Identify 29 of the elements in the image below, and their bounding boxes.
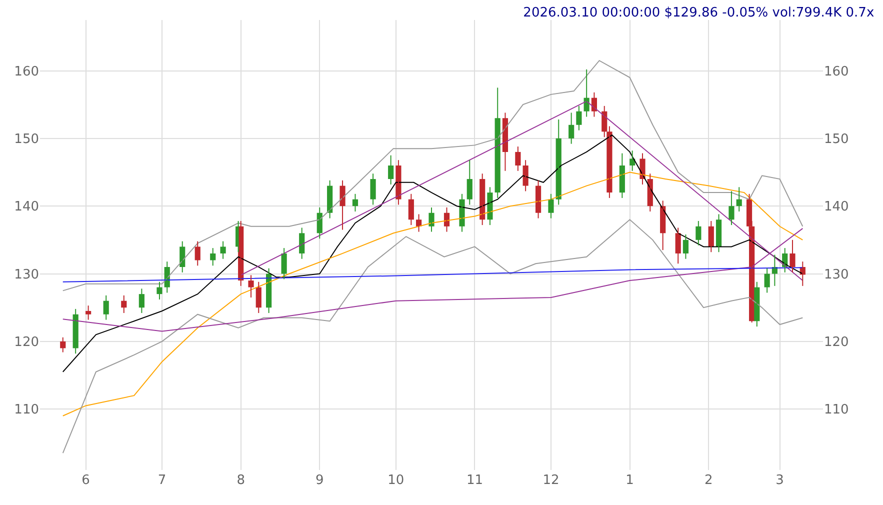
y-tick-label: 110: [14, 402, 39, 418]
y2-tick-label: 130: [824, 267, 849, 282]
line-series: [62, 219, 804, 454]
x-tick-label: 1: [626, 473, 634, 488]
x-tick-label: 9: [316, 473, 324, 488]
line-series: [62, 172, 804, 416]
y2-tick-label: 140: [824, 200, 849, 215]
x-tick-label: 3: [776, 473, 784, 488]
x-tick-label: 11: [466, 473, 483, 488]
candlestick: [220, 240, 226, 260]
x-tick-label: 12: [542, 473, 560, 488]
y2-tick-label: 150: [824, 132, 849, 147]
candlestick: [248, 274, 254, 298]
x-tick-label: 10: [388, 473, 404, 488]
y-tick-label: 120: [14, 334, 39, 350]
x-tick-label: 7: [158, 473, 166, 488]
x-tick-label: 6: [82, 473, 90, 488]
line-series: [62, 60, 804, 292]
y-tick-label: 160: [14, 64, 39, 80]
y-tick-label: 140: [14, 200, 39, 215]
x-tick-label: 8: [236, 473, 245, 488]
y-tick-label: 130: [14, 267, 39, 282]
chart-title: 2026.03.10 00:00:00 $129.86 -0.05% vol:799.4K 0.7x: [523, 6, 874, 21]
y-tick-label: 150: [14, 132, 39, 147]
y2-tick-label: 120: [824, 334, 849, 350]
x-tick-label: 2: [704, 473, 713, 488]
y2-tick-label: 160: [824, 64, 849, 80]
y2-tick-label: 110: [824, 402, 849, 418]
candlestick: [370, 173, 376, 206]
